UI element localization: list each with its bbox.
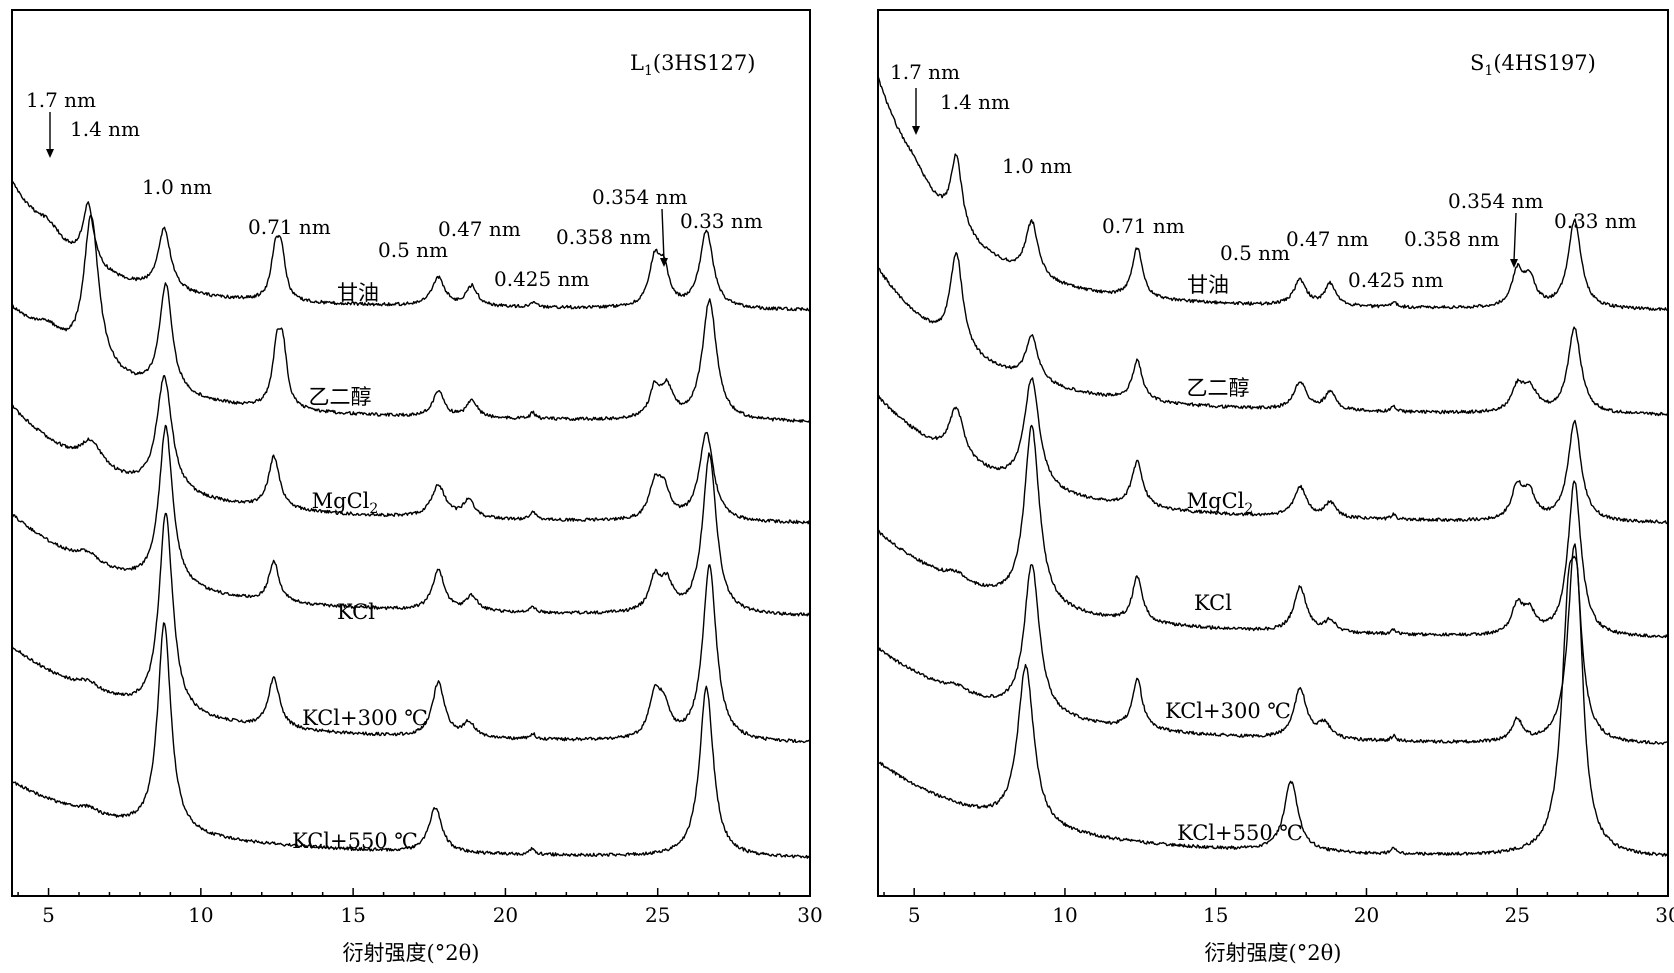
x-tick-label: 30 bbox=[1655, 903, 1674, 927]
peak-label: 0.425 nm bbox=[1348, 268, 1443, 292]
peak-label: 0.5 nm bbox=[1220, 241, 1290, 265]
x-tick-label: 20 bbox=[1354, 903, 1379, 927]
trace-label: 乙二醇 bbox=[309, 385, 372, 409]
xrd-trace bbox=[877, 555, 1669, 857]
x-axis: 5 10 15 20 25 30 bbox=[17, 888, 823, 927]
peak-arrow bbox=[1513, 212, 1517, 262]
x-tick-label: 15 bbox=[340, 903, 365, 927]
xrd-trace bbox=[11, 180, 811, 312]
peak-label: 0.425 nm bbox=[494, 267, 589, 291]
x-axis-label: 衍射强度(°2θ) bbox=[1205, 941, 1342, 965]
plot-frame bbox=[11, 9, 811, 897]
peak-arrowhead bbox=[46, 149, 54, 158]
peak-label: 1.4 nm bbox=[940, 90, 1010, 114]
trace-label: KCl bbox=[1194, 591, 1232, 615]
peak-label: 1.4 nm bbox=[70, 117, 140, 141]
x-axis: 5 10 15 20 25 30 bbox=[883, 888, 1674, 927]
x-tick-label: 5 bbox=[908, 903, 921, 927]
peak-label: 0.33 nm bbox=[680, 209, 763, 233]
xrd-trace bbox=[877, 252, 1669, 417]
peak-label: 1.0 nm bbox=[1002, 154, 1072, 178]
trace-label: 甘油 bbox=[337, 281, 379, 305]
peak-label: 1.7 nm bbox=[26, 88, 96, 112]
xrd-trace bbox=[877, 424, 1669, 639]
xrd-trace bbox=[877, 543, 1669, 746]
trace-label: MgCl2 bbox=[312, 489, 379, 517]
trace-label: KCl+550 ℃ bbox=[292, 829, 418, 853]
trace-label: KCl+550 ℃ bbox=[1177, 821, 1303, 845]
peak-label: 0.358 nm bbox=[1404, 227, 1499, 251]
peak-arrowhead bbox=[1510, 259, 1518, 268]
peak-label: 1.0 nm bbox=[142, 175, 212, 199]
trace-label: KCl+300 ℃ bbox=[302, 706, 428, 730]
sample-label: L1(3HS127) bbox=[630, 51, 755, 79]
sample-label: S1(4HS197) bbox=[1470, 51, 1596, 79]
peak-arrowhead bbox=[660, 258, 668, 267]
x-tick-label: 30 bbox=[797, 903, 822, 927]
x-tick-label: 25 bbox=[1505, 903, 1530, 927]
xrd-trace bbox=[11, 375, 811, 525]
xrd-trace bbox=[11, 622, 811, 859]
x-tick-label: 10 bbox=[188, 903, 213, 927]
peak-arrow bbox=[661, 208, 665, 261]
xrd-trace bbox=[877, 75, 1669, 312]
xrd-trace bbox=[877, 377, 1669, 525]
xrd-trace bbox=[11, 214, 811, 423]
x-tick-label: 10 bbox=[1052, 903, 1077, 927]
x-tick-label: 20 bbox=[493, 903, 518, 927]
x-tick-label: 25 bbox=[645, 903, 670, 927]
peak-label: 0.47 nm bbox=[1286, 227, 1369, 251]
trace-label: KCl+300 ℃ bbox=[1165, 699, 1291, 723]
peak-label: 0.5 nm bbox=[378, 238, 448, 262]
peak-label: 0.358 nm bbox=[556, 225, 651, 249]
plot-frame bbox=[877, 9, 1669, 897]
trace-label: MgCl2 bbox=[1187, 489, 1254, 517]
peak-label: 0.47 nm bbox=[438, 217, 521, 241]
x-tick-label: 5 bbox=[42, 903, 55, 927]
trace-label: KCl bbox=[337, 600, 375, 624]
x-axis-label: 衍射强度(°2θ) bbox=[343, 941, 480, 965]
peak-label: 0.354 nm bbox=[592, 185, 687, 209]
trace-label: 甘油 bbox=[1187, 273, 1229, 297]
peak-label: 0.33 nm bbox=[1554, 209, 1637, 233]
peak-label: 1.7 nm bbox=[890, 60, 960, 84]
peak-label: 0.354 nm bbox=[1448, 189, 1543, 213]
trace-label: 乙二醇 bbox=[1187, 376, 1250, 400]
x-tick-label: 15 bbox=[1203, 903, 1228, 927]
peak-label: 0.71 nm bbox=[248, 215, 331, 239]
peak-arrowhead bbox=[912, 126, 920, 135]
peak-label: 0.71 nm bbox=[1102, 214, 1185, 238]
xrd-trace bbox=[11, 512, 811, 744]
xrd-trace bbox=[11, 424, 811, 617]
